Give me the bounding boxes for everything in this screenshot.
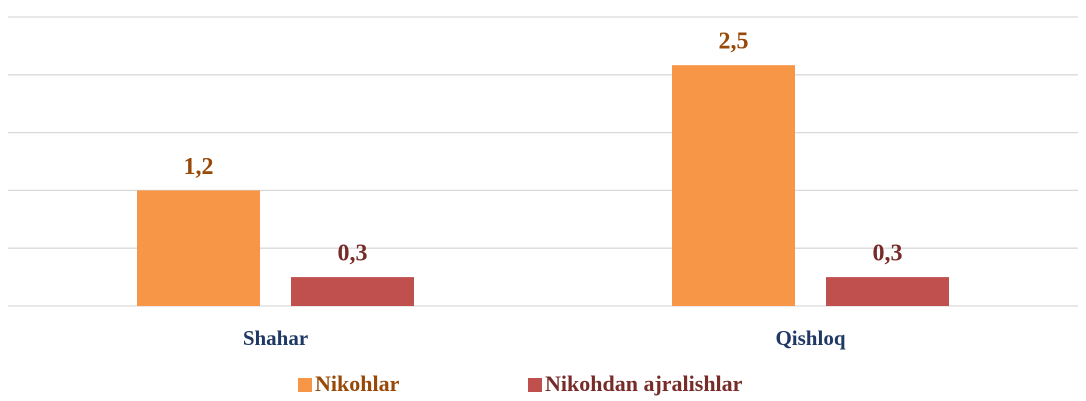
data-label: 0,3	[338, 241, 368, 267]
bar	[137, 190, 260, 306]
legend-label: Nikohlar	[315, 371, 400, 396]
data-label: 0,3	[873, 241, 903, 267]
bar	[672, 65, 795, 307]
data-label: 2,5	[719, 29, 749, 55]
bar	[291, 277, 414, 306]
x-tick-label: Qishloq	[775, 326, 845, 350]
bar	[826, 277, 949, 306]
legend-swatch	[298, 378, 312, 392]
legend-swatch	[528, 378, 542, 392]
data-label: 1,2	[184, 154, 214, 180]
legend-label: Nikohdan ajralishlar	[545, 371, 743, 396]
x-tick-label: Shahar	[243, 326, 308, 350]
